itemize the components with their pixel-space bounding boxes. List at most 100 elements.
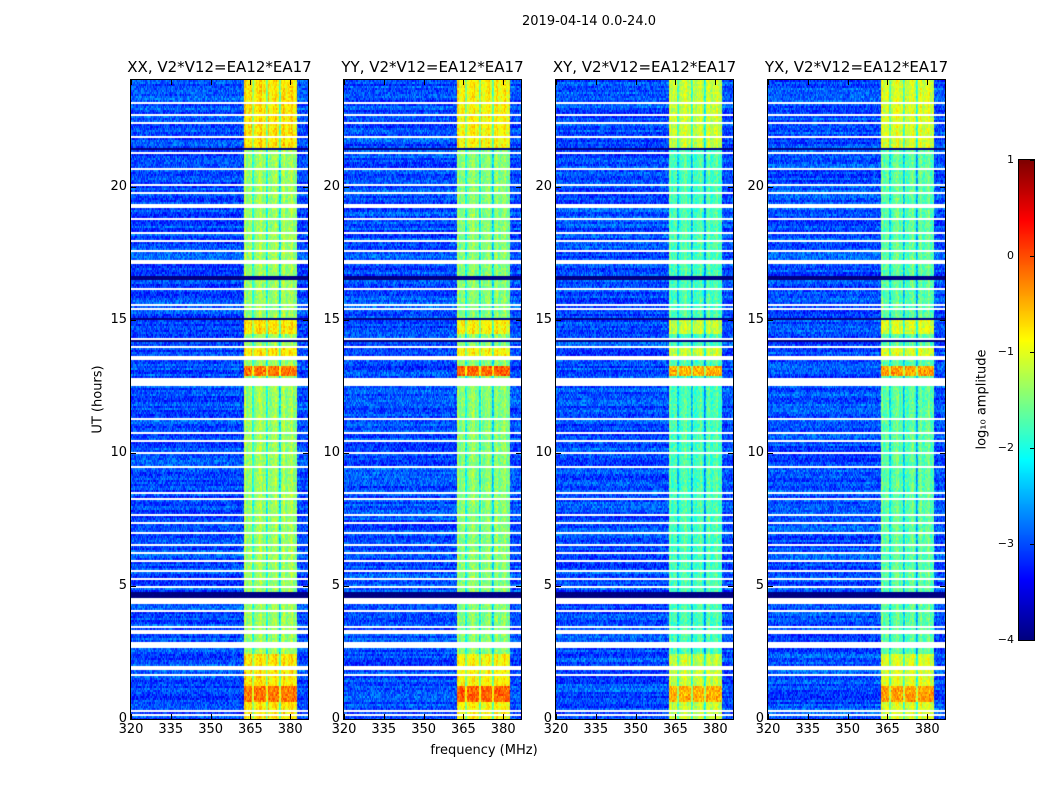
y-tick-mark [344,585,349,587]
x-tick-label: 365 [450,722,476,737]
y-tick-mark [131,452,136,454]
y-tick-label: 20 [323,178,340,194]
y-tick-mark [303,719,308,720]
colorbar-tick-mark [1030,640,1034,641]
colorbar-tick-mark [1030,256,1034,257]
x-tick-label: 320 [331,722,357,737]
x-tick-mark [675,714,677,719]
colorbar-tick-label: −1 [997,345,1014,358]
heatmap-axes-1 [343,79,522,720]
y-tick-mark [768,719,773,720]
y-tick-label: 10 [535,444,552,460]
y-tick-mark [344,719,349,720]
y-tick-mark [768,452,773,454]
y-tick-mark [516,186,521,188]
y-tick-label: 20 [747,178,764,194]
y-tick-mark [728,452,733,454]
y-tick-label: 15 [747,311,764,327]
x-tick-mark [927,714,929,719]
heatmap-axes-2 [555,79,734,720]
y-tick-mark [768,186,773,188]
y-tick-label: 20 [535,178,552,194]
y-tick-mark [556,186,561,188]
y-tick-mark [556,452,561,454]
x-tick-mark [210,80,212,85]
y-tick-mark [768,319,773,321]
x-tick-mark [344,714,345,719]
y-tick-label: 5 [543,577,552,593]
y-tick-mark [728,585,733,587]
x-tick-label: 380 [277,722,303,737]
colorbar-tick-label: −4 [997,633,1014,646]
x-tick-mark [635,714,637,719]
x-tick-mark [383,80,385,85]
x-tick-label: 320 [543,722,569,737]
x-tick-mark [463,714,465,719]
y-tick-mark [516,719,521,720]
x-tick-mark [715,714,717,719]
figure-suptitle: 2019-04-14 0.0-24.0 [522,14,656,29]
panel-title: XY, V2*V12=EA12*EA17 [552,58,737,76]
y-tick-label: 5 [118,577,127,593]
x-tick-mark [170,714,172,719]
x-tick-label: 335 [583,722,609,737]
x-tick-mark [887,80,889,85]
x-tick-mark [170,80,172,85]
colorbar-tick-label: 0 [1007,249,1014,262]
x-tick-mark [927,80,929,85]
x-tick-mark [344,80,345,85]
x-tick-mark [131,714,132,719]
y-tick-mark [516,319,521,321]
x-tick-label: 365 [237,722,263,737]
x-tick-label: 350 [198,722,224,737]
y-tick-mark [940,719,945,720]
y-tick-mark [728,319,733,321]
x-tick-mark [595,714,597,719]
x-tick-mark [290,80,292,85]
x-tick-label: 380 [702,722,728,737]
y-tick-label: 0 [755,711,764,726]
x-tick-mark [715,80,717,85]
y-tick-mark [940,186,945,188]
y-tick-label: 10 [747,444,764,460]
x-tick-mark [131,80,132,85]
y-tick-mark [940,452,945,454]
y-tick-mark [303,186,308,188]
x-tick-label: 350 [411,722,437,737]
y-tick-mark [131,585,136,587]
heatmap-image [131,80,308,719]
y-tick-mark [940,319,945,321]
x-tick-label: 365 [662,722,688,737]
y-tick-mark [516,585,521,587]
x-axis-label: frequency (MHz) [430,743,538,758]
y-tick-label: 0 [331,711,340,726]
colorbar-tick-label: −3 [997,537,1014,550]
y-tick-mark [556,585,561,587]
colorbar-tick-label: −2 [997,441,1014,454]
x-tick-mark [595,80,597,85]
x-tick-mark [383,714,385,719]
y-tick-mark [344,319,349,321]
y-tick-label: 20 [110,178,127,194]
y-tick-mark [728,719,733,720]
x-tick-mark [503,80,505,85]
x-tick-mark [556,80,557,85]
panel-title: XX, V2*V12=EA12*EA17 [127,58,312,76]
x-tick-mark [423,714,425,719]
y-tick-label: 0 [118,711,127,726]
colorbar-tick-mark [1030,544,1034,545]
x-tick-mark [423,80,425,85]
heatmap-image [556,80,733,719]
heatmap-image [768,80,945,719]
y-tick-mark [344,186,349,188]
x-tick-mark [250,714,252,719]
y-tick-mark [556,719,561,720]
x-tick-label: 320 [118,722,144,737]
y-tick-mark [131,186,136,188]
x-tick-mark [847,714,849,719]
colorbar-gradient [1019,160,1034,640]
y-tick-label: 15 [323,311,340,327]
y-tick-label: 5 [331,577,340,593]
x-tick-mark [807,714,809,719]
x-tick-mark [463,80,465,85]
